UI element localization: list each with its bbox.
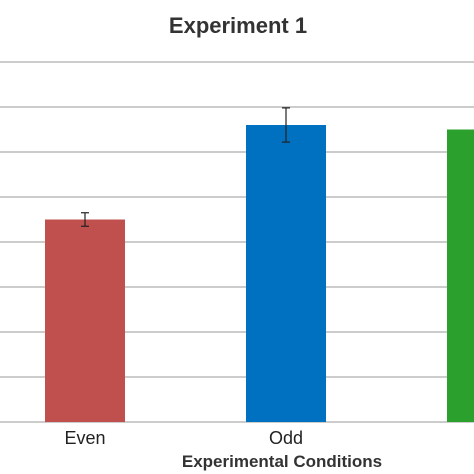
bar-i [447, 129, 474, 422]
bar-series [45, 125, 474, 422]
x-tick-labels: EvenOddI [64, 428, 303, 448]
bar-even [45, 219, 125, 422]
bar-odd [246, 125, 326, 422]
error-bars [81, 107, 290, 227]
error-bar-odd [282, 107, 290, 143]
x-axis-label: Experimental Conditions [182, 452, 382, 471]
error-bar-even [81, 212, 89, 227]
x-tick-label: Even [64, 428, 105, 448]
chart-title: Experiment 1 [169, 13, 307, 38]
x-tick-label: Odd [269, 428, 303, 448]
